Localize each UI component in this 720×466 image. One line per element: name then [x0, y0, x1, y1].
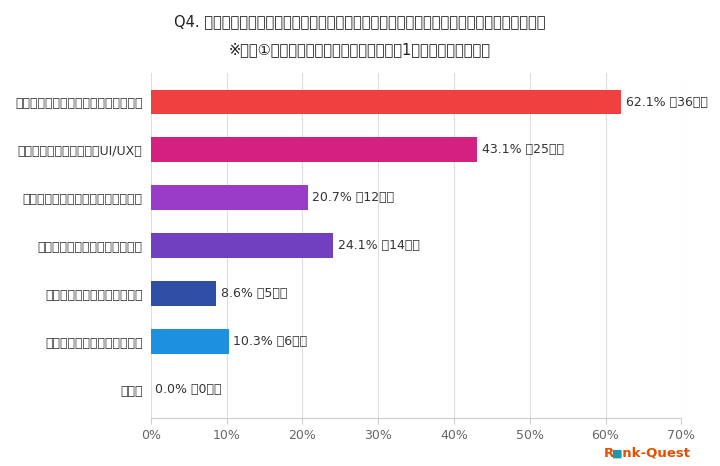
- Text: 20.7% （12名）: 20.7% （12名）: [312, 192, 395, 204]
- Bar: [150, 281, 216, 306]
- Text: ■: ■: [612, 449, 623, 459]
- Text: ※調査①で「週に数回以上」～「数か月に1回程度」と答えた方: ※調査①で「週に数回以上」～「数か月に1回程度」と答えた方: [229, 42, 491, 57]
- Bar: [150, 233, 333, 258]
- Text: 8.6% （5名）: 8.6% （5名）: [220, 287, 287, 300]
- Text: 43.1% （25名）: 43.1% （25名）: [482, 144, 564, 157]
- Bar: [150, 89, 621, 115]
- Text: Rank-Quest: Rank-Quest: [604, 446, 691, 459]
- Bar: [150, 329, 229, 354]
- Text: Q4. 専門検索エンジンを利用する際に、どのような点を最も重視しますか？（複数選択可）: Q4. 専門検索エンジンを利用する際に、どのような点を最も重視しますか？（複数選…: [174, 14, 546, 29]
- Text: 62.1% （36名）: 62.1% （36名）: [626, 96, 708, 109]
- Bar: [150, 185, 307, 210]
- Text: 24.1% （14名）: 24.1% （14名）: [338, 239, 420, 252]
- Bar: [150, 137, 477, 162]
- Text: 0.0% （0名）: 0.0% （0名）: [156, 383, 222, 396]
- Text: 10.3% （6名）: 10.3% （6名）: [233, 335, 307, 348]
